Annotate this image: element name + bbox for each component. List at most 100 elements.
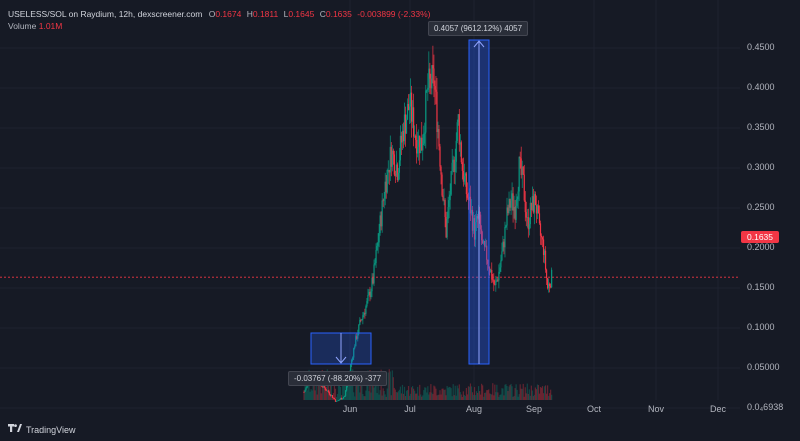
candle-body xyxy=(403,114,406,142)
candle-body xyxy=(306,385,308,388)
volume-bar xyxy=(540,387,543,400)
candle-body xyxy=(541,237,544,240)
volume-bar xyxy=(349,381,351,400)
volume-bar xyxy=(365,390,367,400)
volume-bar xyxy=(489,393,491,400)
candle-body xyxy=(507,207,509,213)
volume-bar xyxy=(529,395,531,400)
candle-body xyxy=(529,202,531,225)
volume-bar xyxy=(376,393,378,400)
candle-body xyxy=(533,194,536,213)
volume-bar xyxy=(445,395,447,400)
candle-body xyxy=(406,104,409,120)
candle-body xyxy=(344,395,346,397)
measure-down-label: -0.03767 (-88.20%) -377 xyxy=(288,371,388,386)
volume-bar xyxy=(397,391,399,400)
volume-bar xyxy=(484,392,486,400)
measure-down-box[interactable] xyxy=(310,332,372,365)
candle-body xyxy=(325,389,327,391)
volume-bar xyxy=(353,392,355,400)
volume-bar xyxy=(340,395,343,400)
candle-body xyxy=(365,306,367,314)
candle-body xyxy=(475,216,478,223)
high-key: H xyxy=(246,9,253,19)
volume-bar xyxy=(502,388,504,400)
volume-bar xyxy=(382,388,384,400)
candle-body xyxy=(353,348,355,358)
candle-body xyxy=(304,390,306,393)
price-axis-label: 0.05000 xyxy=(747,362,780,372)
candle-body xyxy=(352,357,354,360)
candle-body xyxy=(430,78,432,89)
candle-body xyxy=(418,135,420,148)
candle-body xyxy=(346,386,348,391)
candle-body xyxy=(388,169,390,173)
candle-body xyxy=(379,215,381,234)
candle-body xyxy=(356,336,358,339)
candle-body xyxy=(372,277,374,284)
candle-body xyxy=(391,150,393,167)
candle-body xyxy=(449,194,451,201)
candle-body xyxy=(366,301,368,307)
volume-bar xyxy=(390,395,392,400)
volume-bar xyxy=(446,385,448,400)
volume-bar xyxy=(426,392,428,400)
volume-bar xyxy=(416,393,418,400)
volume-bar xyxy=(366,379,368,400)
tradingview-logo-icon xyxy=(8,424,22,435)
volume-bar xyxy=(551,394,553,400)
volume-bar xyxy=(430,384,432,400)
volume-bar xyxy=(407,385,410,400)
volume-bar xyxy=(424,387,426,400)
candle-body xyxy=(327,390,329,393)
candle-body xyxy=(422,143,424,151)
candle-body xyxy=(485,245,487,247)
candle-body xyxy=(386,169,388,193)
volume-bar xyxy=(443,389,445,400)
volume-bar xyxy=(521,388,523,400)
volume-bar xyxy=(490,394,492,400)
volume-bar xyxy=(448,386,450,400)
volume-bar xyxy=(518,394,520,400)
close-value: 0.1635 xyxy=(325,9,352,19)
candle-body xyxy=(370,291,372,298)
candle-body xyxy=(389,146,391,173)
volume-bar xyxy=(354,396,356,400)
candle-body xyxy=(363,313,365,316)
volume-bar xyxy=(315,378,317,400)
volume-bar xyxy=(507,391,509,400)
volume-bar xyxy=(461,396,463,400)
volume-bar xyxy=(385,396,387,400)
candle-body xyxy=(337,400,340,402)
candle-body xyxy=(373,264,375,284)
symbol-label: USELESS/SOL on Raydium, 12h, dexscreener… xyxy=(8,9,203,19)
time-axis-label: Nov xyxy=(647,404,664,414)
volume-bar xyxy=(361,376,363,400)
candle-body xyxy=(483,241,485,244)
price-axis-label: 0.4500 xyxy=(747,42,775,52)
candle-body xyxy=(549,283,551,287)
candle-body xyxy=(374,263,376,265)
volume-bar xyxy=(318,383,320,400)
candle-body xyxy=(451,162,453,172)
candle-body xyxy=(473,218,476,240)
measure-up-box[interactable] xyxy=(468,39,490,365)
volume-bar xyxy=(428,394,430,400)
volume-bar xyxy=(548,396,550,400)
volume-bar xyxy=(460,394,462,400)
candle-body xyxy=(516,199,518,206)
candle-body xyxy=(493,280,495,285)
volume-bar xyxy=(462,391,464,400)
close-key: C xyxy=(319,9,326,19)
candle-body xyxy=(383,198,385,201)
volume-bar xyxy=(334,388,337,400)
candle-body xyxy=(323,385,325,388)
volume-bar xyxy=(544,385,547,400)
candle-body xyxy=(415,135,417,140)
candle-body xyxy=(545,269,548,278)
volume-bar xyxy=(492,383,494,400)
price-axis-label: 0.4000 xyxy=(747,82,775,92)
tradingview-brand[interactable]: TradingView xyxy=(8,424,76,435)
candle-body xyxy=(501,251,503,261)
